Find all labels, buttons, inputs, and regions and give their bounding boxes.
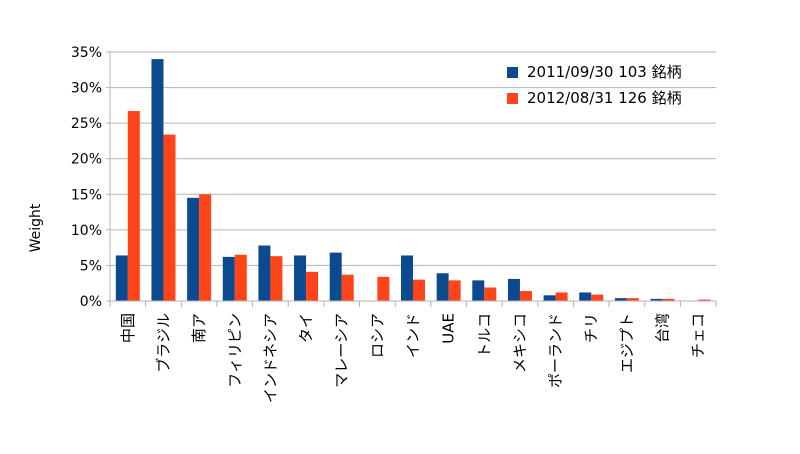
bar-series-2 (377, 276, 390, 301)
y-tick-label: 0% (80, 294, 102, 310)
bar-series-1 (436, 273, 449, 301)
x-tick-label: インド (404, 313, 422, 358)
x-tick-label: 南ア (190, 313, 208, 343)
bar-series-2 (127, 111, 140, 301)
legend-swatch (507, 67, 518, 78)
bar-series-2 (591, 294, 604, 301)
bar-series-1 (222, 256, 235, 301)
legend-swatch (507, 93, 518, 104)
bar-series-2 (662, 298, 675, 301)
bars-layer (115, 59, 711, 301)
bar-series-1 (187, 197, 200, 301)
x-tick-label: トルコ (475, 313, 493, 358)
x-tick-label: チェコ (689, 313, 707, 358)
bar-series-2 (448, 280, 461, 301)
x-tick-label: ロシア (368, 313, 386, 358)
bar-series-1 (115, 255, 128, 301)
bar-series-1 (329, 252, 342, 301)
x-tick-labels: 中国 ブラジル 南ア フィリピン インドネシア タイ マレーシア ロシア インド UAE トルコ メキ… (119, 313, 707, 403)
y-tick-label: 25% (71, 116, 102, 132)
bar-series-2 (519, 291, 532, 301)
bar-series-2 (270, 256, 283, 301)
bar-series-2 (234, 254, 247, 301)
legend-label: 2012/08/31 126 銘柄 (527, 89, 682, 107)
x-tick-label: 中国 (119, 313, 137, 343)
x-tick-label: マレーシア (333, 313, 351, 388)
x-tick-label: タイ (297, 313, 315, 343)
bar-series-1 (258, 245, 271, 301)
bar-series-1 (151, 59, 164, 301)
bar-series-1 (543, 295, 556, 301)
x-tick-label: ポーランド (547, 313, 565, 388)
bar-series-1 (294, 255, 307, 301)
bar-series-1 (579, 292, 592, 301)
y-tick-label: 5% (80, 258, 102, 274)
x-tick-label: UAE (440, 313, 458, 344)
y-tick-labels: 0% 5% 10% 15% 20% 25% 30% 35% (71, 45, 102, 310)
bar-series-1 (472, 280, 485, 301)
bar-series-2 (306, 271, 319, 301)
axes-layer (106, 51, 717, 307)
y-tick-label: 10% (71, 223, 102, 239)
bar-series-1 (614, 298, 627, 301)
bar-series-2 (163, 134, 176, 301)
bar-series-2 (341, 274, 354, 301)
x-tick-label: エジプト (618, 313, 636, 373)
x-tick-label: メキシコ (511, 313, 529, 373)
bar-series-2 (199, 194, 212, 301)
x-tick-label: チリ (582, 313, 600, 343)
bar-series-1 (507, 278, 520, 301)
legend-label: 2011/09/30 103 銘柄 (527, 63, 682, 81)
x-tick-label: ブラジル (154, 313, 172, 373)
legend: 2011/09/30 103 銘柄 2012/08/31 126 銘柄 (507, 63, 682, 107)
y-tick-label: 20% (71, 152, 102, 168)
x-tick-label: フィリピン (226, 313, 244, 388)
bar-series-1 (650, 298, 663, 301)
x-tick-label: インドネシア (261, 313, 279, 403)
y-tick-label: 15% (71, 187, 102, 203)
bar-series-2 (698, 299, 711, 301)
y-axis-title: Weight (28, 203, 44, 252)
y-tick-label: 35% (71, 45, 102, 61)
bar-series-2 (626, 298, 639, 301)
bar-series-2 (413, 279, 425, 301)
x-tick-label: 台湾 (654, 313, 672, 343)
bar-series-2 (484, 287, 497, 301)
bar-series-1 (401, 255, 413, 301)
bar-series-2 (555, 292, 568, 301)
y-tick-label: 30% (71, 81, 102, 97)
